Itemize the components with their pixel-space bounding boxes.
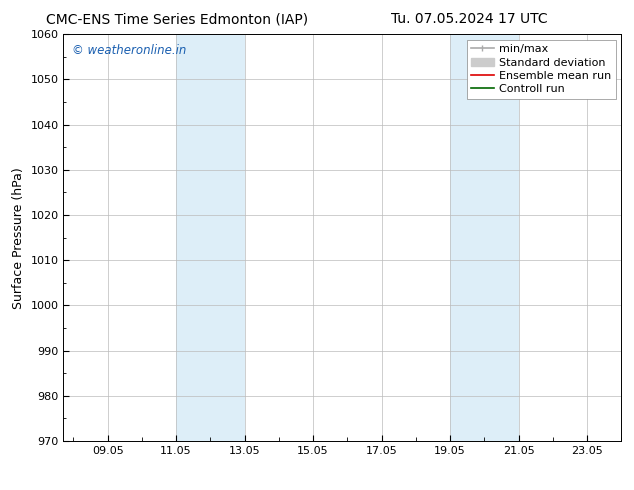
Y-axis label: Surface Pressure (hPa): Surface Pressure (hPa) <box>12 167 25 309</box>
Bar <box>450 34 519 441</box>
Legend: min/max, Standard deviation, Ensemble mean run, Controll run: min/max, Standard deviation, Ensemble me… <box>467 40 616 99</box>
Text: © weatheronline.in: © weatheronline.in <box>72 45 186 57</box>
Text: Tu. 07.05.2024 17 UTC: Tu. 07.05.2024 17 UTC <box>391 12 548 26</box>
Text: CMC-ENS Time Series Edmonton (IAP): CMC-ENS Time Series Edmonton (IAP) <box>46 12 309 26</box>
Bar <box>176 34 245 441</box>
